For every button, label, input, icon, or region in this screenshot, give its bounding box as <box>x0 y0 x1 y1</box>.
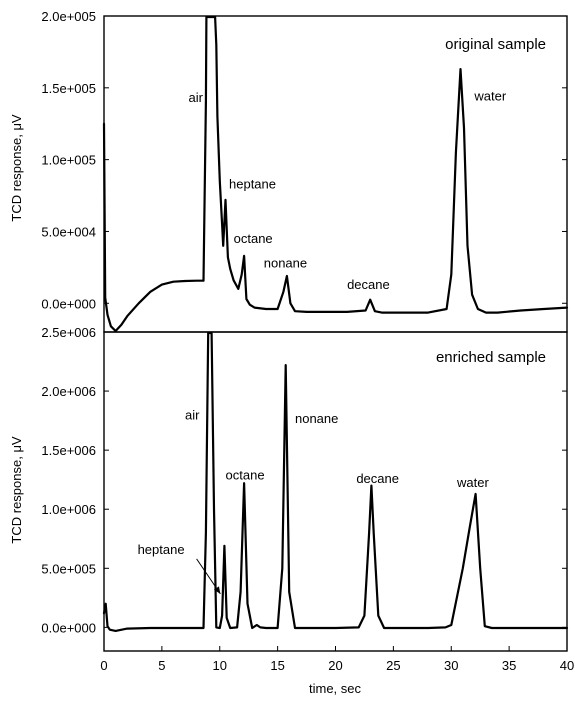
peak-label-nonane: nonane <box>295 411 338 426</box>
heptane-arrow-head <box>213 586 221 594</box>
top-series-line <box>102 15 569 333</box>
bottom-y-axis: 0.0e+000 5.0e+005 1.0e+006 1.5e+006 2.0e+006… <box>41 325 567 635</box>
x-tick-label: 25 <box>386 658 400 673</box>
x-axis: 0 5 10 15 20 25 30 35 40 <box>100 646 574 673</box>
x-tick-label: 10 <box>213 658 227 673</box>
x-tick-label: 20 <box>328 658 342 673</box>
top-panel-title: original sample <box>445 36 546 53</box>
x-axis-label: time, sec <box>309 681 362 696</box>
top-y-axis-label: TCD response, μV <box>9 114 24 222</box>
top-y-tick-label: 1.0e+005 <box>41 153 96 168</box>
peak-label-heptane: heptane <box>138 542 185 557</box>
bottom-panel-title: enriched sample <box>436 349 546 366</box>
peak-label-decane: decane <box>356 471 399 486</box>
peak-label-octane: octane <box>234 231 273 246</box>
top-y-tick-label: 2.0e+005 <box>41 9 96 24</box>
peak-label-water: water <box>456 475 489 490</box>
peak-label-air: air <box>185 407 200 422</box>
x-tick-label: 0 <box>100 658 107 673</box>
top-peak-labels: air heptane octane nonane decane water <box>188 89 506 292</box>
x-tick-label: 40 <box>560 658 574 673</box>
x-tick-label: 15 <box>270 658 284 673</box>
peak-label-water: water <box>473 89 506 104</box>
panel-enriched-sample: 0.0e+000 5.0e+005 1.0e+006 1.5e+006 2.0e+006… <box>9 325 574 696</box>
bottom-y-tick-label: 1.5e+006 <box>41 443 96 458</box>
bottom-y-tick-label: 5.0e+005 <box>41 561 96 576</box>
top-y-tick-label: 5.0e+004 <box>41 224 96 239</box>
bottom-y-tick-label: 0.0e+000 <box>41 620 96 635</box>
peak-label-heptane: heptane <box>229 176 276 191</box>
bottom-peak-labels: air octane nonane decane water heptane <box>138 407 490 557</box>
bottom-y-tick-label: 2.0e+006 <box>41 384 96 399</box>
bottom-y-tick-label: 1.0e+006 <box>41 502 96 517</box>
peak-label-nonane: nonane <box>264 255 307 270</box>
top-y-tick-label: 0.0e+000 <box>41 296 96 311</box>
bottom-series-line <box>102 331 569 632</box>
peak-label-decane: decane <box>347 277 390 292</box>
bottom-y-tick-label: 2.5e+006 <box>41 325 96 340</box>
panel-original-sample: 0.0e+000 5.0e+004 1.0e+005 1.5e+005 2.0e+005… <box>9 9 569 333</box>
top-y-axis: 0.0e+000 5.0e+004 1.0e+005 1.5e+005 2.0e+005 <box>41 9 567 311</box>
peak-label-air: air <box>188 90 203 105</box>
x-tick-label: 35 <box>502 658 516 673</box>
x-tick-label: 30 <box>444 658 458 673</box>
peak-label-octane: octane <box>226 468 265 483</box>
x-tick-label: 5 <box>158 658 165 673</box>
bottom-y-axis-label: TCD response, μV <box>9 436 24 544</box>
top-y-tick-label: 1.5e+005 <box>41 81 96 96</box>
